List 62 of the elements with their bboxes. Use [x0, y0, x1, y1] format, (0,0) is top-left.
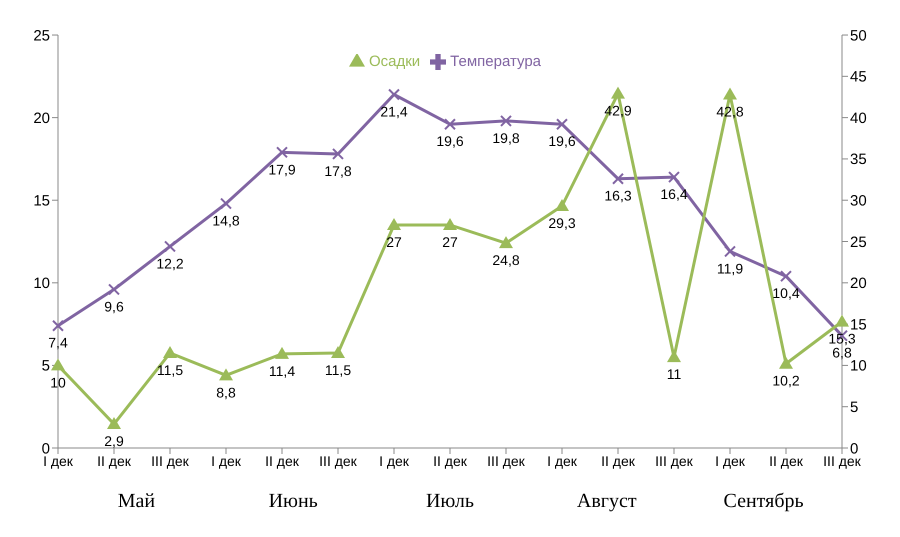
y2-tick-label: 25: [850, 234, 867, 251]
legend-label: Температура: [450, 53, 542, 70]
x-tick-label: I дек: [211, 452, 242, 469]
x-tick-label: III дек: [151, 452, 190, 469]
text: Август: [576, 490, 638, 513]
text: Июль: [424, 490, 475, 513]
y-tick-label: 10: [33, 275, 50, 292]
x-tick-label: II дек: [769, 452, 804, 469]
x-tick-label: II дек: [97, 452, 132, 469]
x-tick-label: II дек: [265, 452, 300, 469]
x-tick-label: III дек: [655, 452, 694, 469]
legend-label: Осадки: [368, 53, 420, 70]
y2-tick-label: 30: [850, 192, 867, 210]
data-label: 11,5: [156, 362, 184, 378]
y2-tick-label: 10: [850, 358, 867, 375]
y2-tick-label: 20: [850, 275, 867, 292]
data-label: 7,4: [48, 334, 68, 351]
data-label: 17,9: [268, 161, 296, 178]
data-label: 11,9: [716, 260, 744, 276]
data-label: 11: [666, 366, 682, 382]
data-label: 16,4: [660, 186, 688, 202]
y-tick-label: 5: [42, 358, 50, 375]
data-label: 11,5: [324, 362, 352, 378]
text: Май: [116, 490, 156, 513]
data-label: 16,3: [604, 188, 632, 204]
data-label: 19,6: [548, 133, 576, 150]
y2-tick-label: 50: [850, 27, 867, 44]
text: Сентябрь: [722, 490, 805, 513]
data-label: 24,8: [492, 252, 520, 268]
x-tick-label: III дек: [319, 452, 358, 469]
data-label: 19,8: [492, 130, 520, 146]
data-label: 9,6: [104, 298, 124, 314]
data-label: 19,6: [436, 133, 464, 150]
y2-tick-label: 45: [850, 68, 867, 86]
y2-tick-label: 15: [850, 316, 867, 334]
data-label: 10,2: [772, 372, 800, 389]
data-label: 27: [386, 234, 402, 250]
data-label: 21,4: [380, 103, 408, 120]
data-label: 8,8: [216, 384, 236, 400]
y-tick-label: 15: [33, 192, 50, 210]
text: Июнь: [268, 490, 319, 513]
data-label: 11,4: [268, 362, 296, 379]
y2-tick-label: 35: [850, 151, 867, 168]
data-label: 17,8: [324, 162, 352, 179]
data-label: 15,3: [828, 330, 856, 347]
x-tick-label: III дек: [487, 452, 526, 469]
data-label: 29,3: [548, 214, 576, 231]
data-label: 2,9: [104, 432, 124, 449]
data-label: 12,2: [156, 255, 184, 272]
y2-tick-label: 40: [850, 110, 867, 127]
data-label: 10,4: [772, 285, 800, 302]
x-tick-label: II дек: [433, 452, 468, 469]
data-label: 27: [442, 234, 458, 250]
x-tick-label: I дек: [547, 452, 578, 469]
data-label: 6,8: [832, 344, 852, 361]
y-tick-label: 25: [33, 27, 50, 44]
x-tick-label: I дек: [715, 452, 746, 469]
y-tick-label: 20: [33, 110, 50, 127]
data-label: 14,8: [212, 212, 240, 228]
x-tick-label: I дек: [379, 452, 410, 469]
x-tick-label: II дек: [601, 452, 636, 469]
y2-tick-label: 5: [850, 399, 858, 416]
